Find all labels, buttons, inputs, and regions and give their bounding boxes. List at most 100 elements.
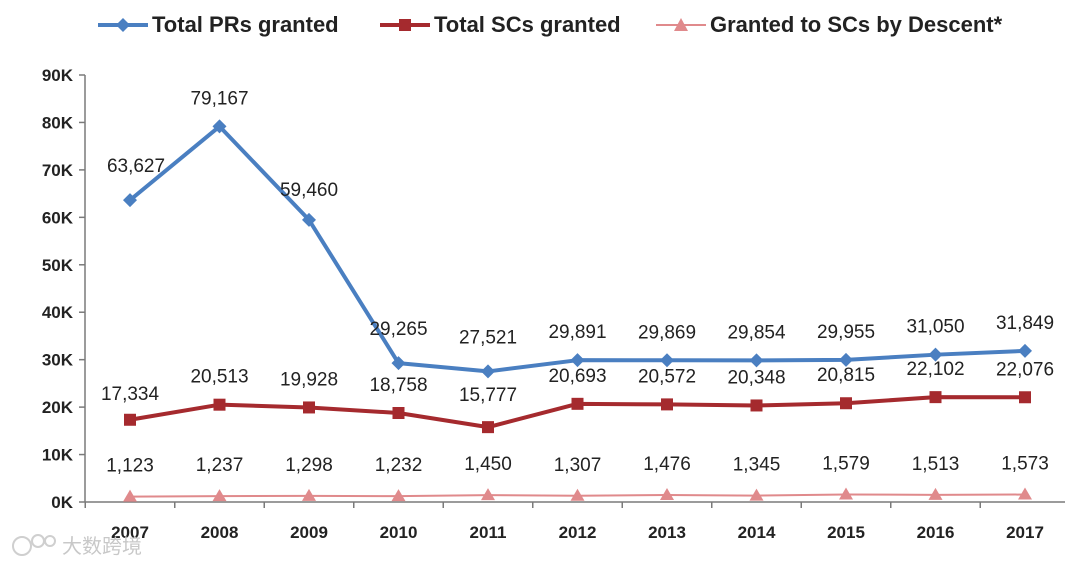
y-tick-label: 50K — [42, 256, 74, 275]
point-square — [392, 407, 405, 420]
point-diamond — [391, 356, 406, 371]
data-label: 59,460 — [280, 180, 338, 201]
y-tick-label: 70K — [42, 161, 74, 180]
legend-label-scs: Total SCs granted — [434, 12, 621, 37]
point-diamond — [570, 353, 585, 368]
y-tick-label: 60K — [42, 208, 74, 227]
data-label: 1,476 — [643, 454, 691, 475]
x-tick-label: 2016 — [917, 523, 955, 542]
legend-label-descent: Granted to SCs by Descent* — [710, 12, 1003, 37]
data-label: 1,307 — [554, 455, 602, 476]
y-tick-label: 10K — [42, 446, 74, 465]
data-label: 27,521 — [459, 327, 517, 348]
data-label: 1,237 — [196, 455, 244, 476]
data-label: 1,232 — [375, 455, 423, 476]
data-label: 17,334 — [101, 384, 160, 405]
point-square — [929, 391, 942, 404]
x-tick-label: 2010 — [380, 523, 418, 542]
data-label: 22,076 — [996, 359, 1054, 380]
watermark: 大数跨境 — [12, 534, 142, 558]
point-diamond — [749, 353, 764, 368]
point-diamond — [212, 119, 227, 134]
x-axis-ticks: 2007 2008 2009 2010 2011 2012 2013 2014 2015 2016… — [84, 502, 1044, 542]
point-triangle — [391, 489, 406, 502]
data-label: 31,050 — [906, 317, 964, 338]
point-square — [124, 413, 136, 426]
y-axis-ticks: 0K 10K 20K 30K 40K 50K 60K 70K 80K 90K — [42, 66, 85, 512]
data-label: 29,265 — [369, 319, 427, 340]
point-square — [303, 401, 315, 414]
x-tick-label: 2012 — [559, 523, 597, 542]
point-square — [571, 397, 584, 410]
data-label: 1,579 — [822, 454, 870, 475]
watermark-text: 大数跨境 — [62, 534, 142, 558]
point-triangle — [1018, 487, 1032, 500]
legend-marker-diamond — [116, 18, 130, 32]
x-tick-label: 2008 — [201, 523, 239, 542]
legend-marker-triangle — [674, 18, 688, 31]
point-square — [482, 421, 494, 434]
point-diamond — [660, 353, 674, 368]
data-label: 29,955 — [817, 322, 875, 343]
legend-item-scs: Total SCs granted — [380, 12, 621, 37]
point-diamond — [839, 352, 853, 367]
y-tick-label: 30K — [42, 351, 74, 370]
y-tick-label: 0K — [51, 493, 73, 512]
data-label: 79,167 — [190, 88, 248, 109]
x-tick-label: 2009 — [290, 523, 328, 542]
x-tick-label: 2013 — [648, 523, 686, 542]
point-square — [750, 399, 763, 412]
x-tick-label: 2015 — [827, 523, 865, 542]
data-label: 63,627 — [107, 156, 165, 177]
legend-item-descent: Granted to SCs by Descent* — [656, 12, 1003, 37]
y-tick-label: 90K — [42, 66, 74, 85]
point-triangle — [928, 487, 943, 500]
data-label: 22,102 — [906, 359, 964, 380]
y-tick-label: 40K — [42, 303, 74, 322]
data-label: 1,573 — [1001, 454, 1049, 475]
point-square — [1019, 391, 1031, 404]
point-diamond — [928, 347, 943, 362]
point-triangle — [839, 487, 853, 500]
data-label: 29,854 — [727, 322, 786, 343]
data-label: 19,928 — [280, 369, 338, 390]
data-label: 1,513 — [912, 454, 960, 475]
logo-icon — [12, 534, 56, 556]
legend-item-prs: Total PRs granted — [98, 12, 339, 37]
legend-label-prs: Total PRs granted — [152, 12, 339, 37]
legend-marker-square — [399, 19, 411, 31]
x-tick-label: 2011 — [470, 523, 507, 542]
point-diamond — [1018, 343, 1032, 358]
data-label: 1,345 — [733, 455, 781, 476]
point-triangle — [749, 488, 764, 501]
data-label: 20,693 — [548, 366, 606, 387]
data-label: 29,869 — [638, 322, 696, 343]
data-label: 20,815 — [817, 365, 875, 386]
data-label: 1,450 — [464, 454, 512, 475]
data-label: 1,298 — [285, 455, 333, 476]
axes — [84, 75, 1065, 503]
x-tick-label: 2007 — [111, 523, 149, 542]
point-diamond — [123, 193, 137, 208]
point-square — [213, 398, 226, 411]
data-label: 1,123 — [106, 456, 154, 477]
data-labels: 63,627 79,167 59,460 29,265 27,521 29,891 29,8… — [101, 88, 1054, 476]
x-tick-label: 2017 — [1006, 523, 1044, 542]
data-label: 29,891 — [548, 322, 606, 343]
point-triangle — [123, 489, 137, 502]
point-triangle — [481, 488, 495, 501]
data-label: 31,849 — [996, 313, 1054, 334]
data-label: 20,348 — [727, 367, 785, 388]
point-triangle — [660, 487, 674, 500]
point-triangle — [302, 488, 316, 501]
series-group — [123, 119, 1032, 502]
legend: Total PRs granted Total SCs granted Gran… — [98, 12, 1003, 37]
data-label: 20,513 — [190, 367, 248, 388]
y-tick-label: 20K — [42, 398, 74, 417]
point-triangle — [212, 489, 227, 502]
x-tick-label: 2014 — [738, 523, 776, 542]
point-square — [840, 397, 852, 410]
point-square — [661, 398, 673, 411]
y-tick-label: 80K — [42, 113, 74, 132]
